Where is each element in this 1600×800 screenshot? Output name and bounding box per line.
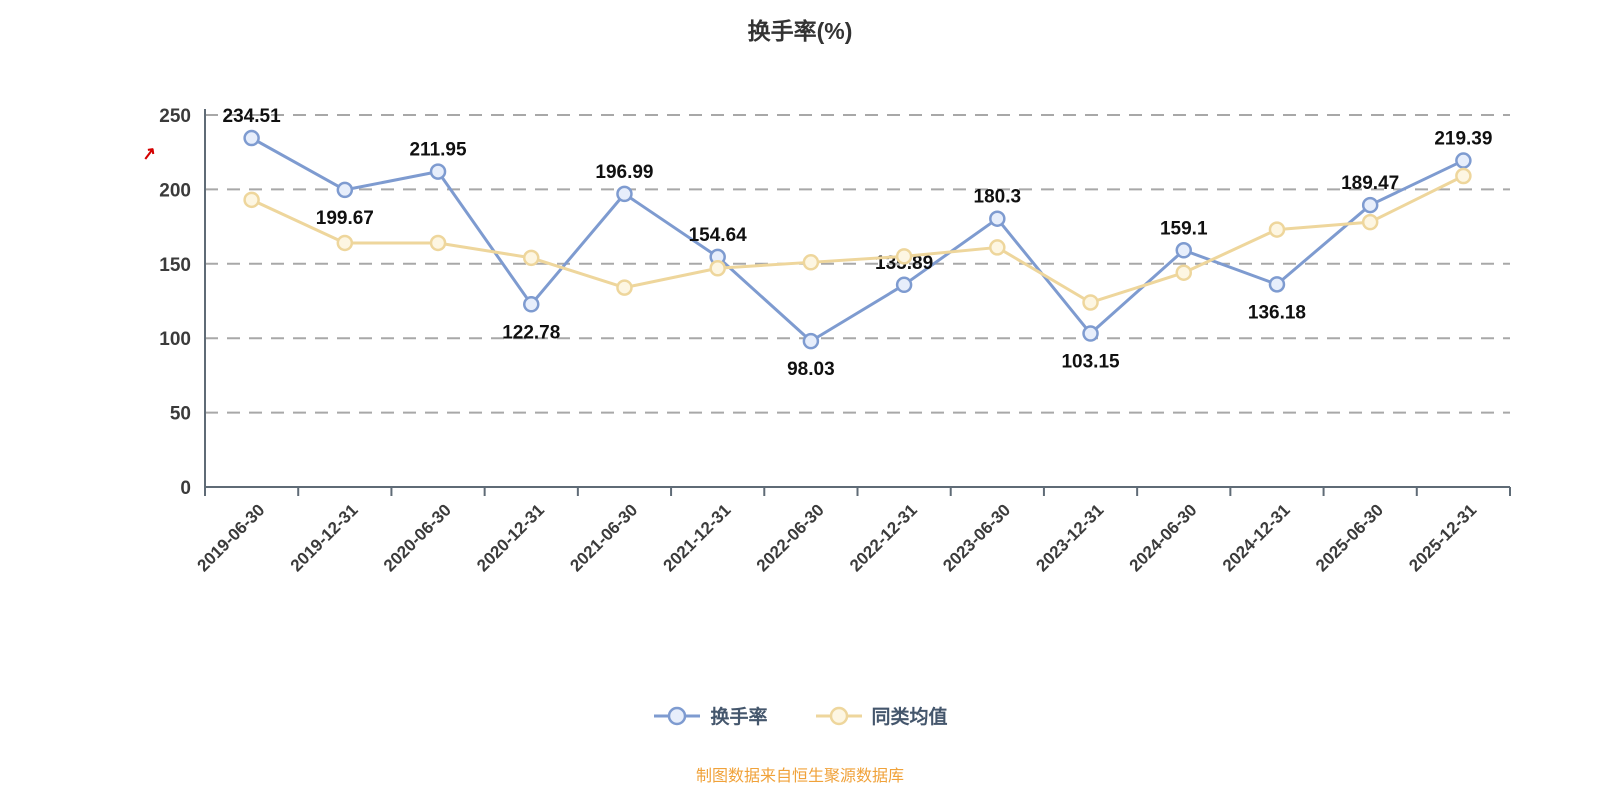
legend-label: 换手率 [710, 707, 768, 728]
svg-text:2022-12-31: 2022-12-31 [846, 500, 921, 575]
svg-text:2023-06-30: 2023-06-30 [939, 500, 1014, 575]
svg-text:2025-12-31: 2025-12-31 [1405, 500, 1480, 575]
svg-text:2024-12-31: 2024-12-31 [1219, 500, 1294, 575]
svg-text:150: 150 [159, 255, 191, 276]
svg-text:50: 50 [170, 404, 191, 425]
svg-text:219.39: 219.39 [1434, 129, 1492, 150]
legend-item-同类均值[interactable]: 同类均值 [814, 702, 948, 729]
svg-text:2025-06-30: 2025-06-30 [1312, 500, 1387, 575]
svg-text:180.3: 180.3 [974, 187, 1022, 208]
legend: 换手率 同类均值 [0, 702, 1600, 729]
svg-text:196.99: 196.99 [595, 162, 653, 183]
svg-text:200: 200 [159, 180, 191, 201]
footer-source-note: 制图数据来自恒生聚源数据库 [695, 768, 904, 785]
svg-text:0: 0 [180, 478, 191, 499]
chart-title: 换手率(%) [747, 18, 853, 44]
svg-text:2019-12-31: 2019-12-31 [287, 500, 362, 575]
svg-text:98.03: 98.03 [787, 359, 835, 380]
legend-marker-icon [815, 706, 862, 725]
svg-text:234.51: 234.51 [223, 106, 282, 127]
svg-text:250: 250 [159, 106, 191, 127]
svg-text:2020-06-30: 2020-06-30 [380, 500, 455, 575]
svg-text:136.18: 136.18 [1248, 302, 1306, 323]
svg-text:2023-12-31: 2023-12-31 [1032, 500, 1107, 575]
svg-text:2022-06-30: 2022-06-30 [753, 500, 828, 575]
svg-text:154.64: 154.64 [689, 225, 748, 246]
svg-text:2021-12-31: 2021-12-31 [660, 500, 735, 575]
svg-text:122.78: 122.78 [502, 322, 560, 343]
svg-text:199.67: 199.67 [316, 208, 374, 229]
svg-text:103.15: 103.15 [1061, 352, 1120, 373]
legend-item-换手率[interactable]: 换手率 [652, 702, 768, 729]
svg-text:2024-06-30: 2024-06-30 [1126, 500, 1201, 575]
svg-text:2021-06-30: 2021-06-30 [566, 500, 641, 575]
legend-label: 同类均值 [871, 707, 948, 728]
svg-text:100: 100 [159, 329, 191, 350]
svg-text:2020-12-31: 2020-12-31 [473, 500, 548, 575]
svg-text:189.47: 189.47 [1341, 173, 1399, 194]
series-1[interactable] [243, 167, 1472, 311]
svg-text:211.95: 211.95 [409, 140, 466, 161]
svg-text:159.1: 159.1 [1160, 218, 1208, 239]
svg-text:2019-06-30: 2019-06-30 [194, 500, 269, 575]
legend-marker-icon [654, 706, 701, 725]
